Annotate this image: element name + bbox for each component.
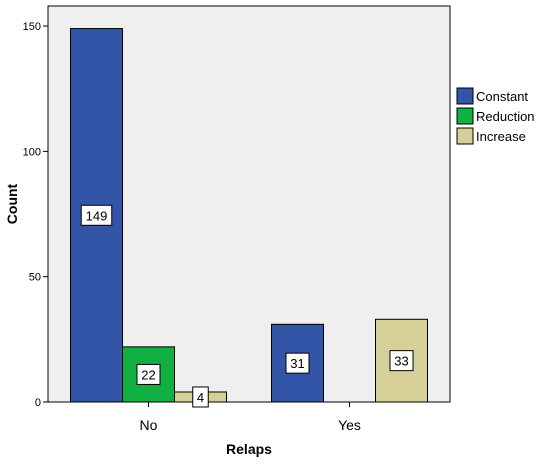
- legend-swatch-constant: [456, 87, 474, 105]
- data-label-box-increase-yes: [389, 350, 414, 372]
- value-labels-group: 149 22 4 31 33: [80, 204, 414, 408]
- y-tick-label-0: 0: [35, 397, 41, 409]
- data-label-reduction-no: 22: [141, 367, 155, 382]
- legend-swatch-reduction: [456, 107, 474, 125]
- data-label-constant-no: 149: [86, 208, 108, 223]
- legend: Constant Reduction Increase: [456, 87, 535, 145]
- y-tick-label-50: 50: [29, 272, 41, 284]
- legend-label-increase: Increase: [476, 129, 526, 144]
- y-tick-label-100: 100: [23, 146, 41, 158]
- y-axis: 0 50 100 150: [23, 21, 48, 409]
- x-tick-label-no: No: [140, 417, 158, 433]
- data-label-box-increase-no: [192, 386, 209, 408]
- y-tick-label-150: 150: [23, 21, 41, 33]
- legend-swatch-increase: [456, 127, 474, 145]
- x-axis-title: Relaps: [226, 441, 272, 457]
- data-label-box-constant-no: [80, 204, 113, 226]
- legend-label-constant: Constant: [476, 89, 528, 104]
- data-label-increase-yes: 33: [394, 354, 408, 369]
- data-label-constant-yes: 31: [290, 356, 304, 371]
- data-label-increase-no: 4: [197, 390, 204, 405]
- x-tick-label-yes: Yes: [338, 417, 361, 433]
- y-axis-title: Count: [4, 183, 20, 224]
- data-label-box-constant-yes: [285, 352, 310, 374]
- x-axis: No Yes: [140, 402, 361, 433]
- bars-group: [70, 28, 428, 403]
- data-label-box-reduction-no: [136, 363, 161, 385]
- legend-label-reduction: Reduction: [476, 109, 535, 124]
